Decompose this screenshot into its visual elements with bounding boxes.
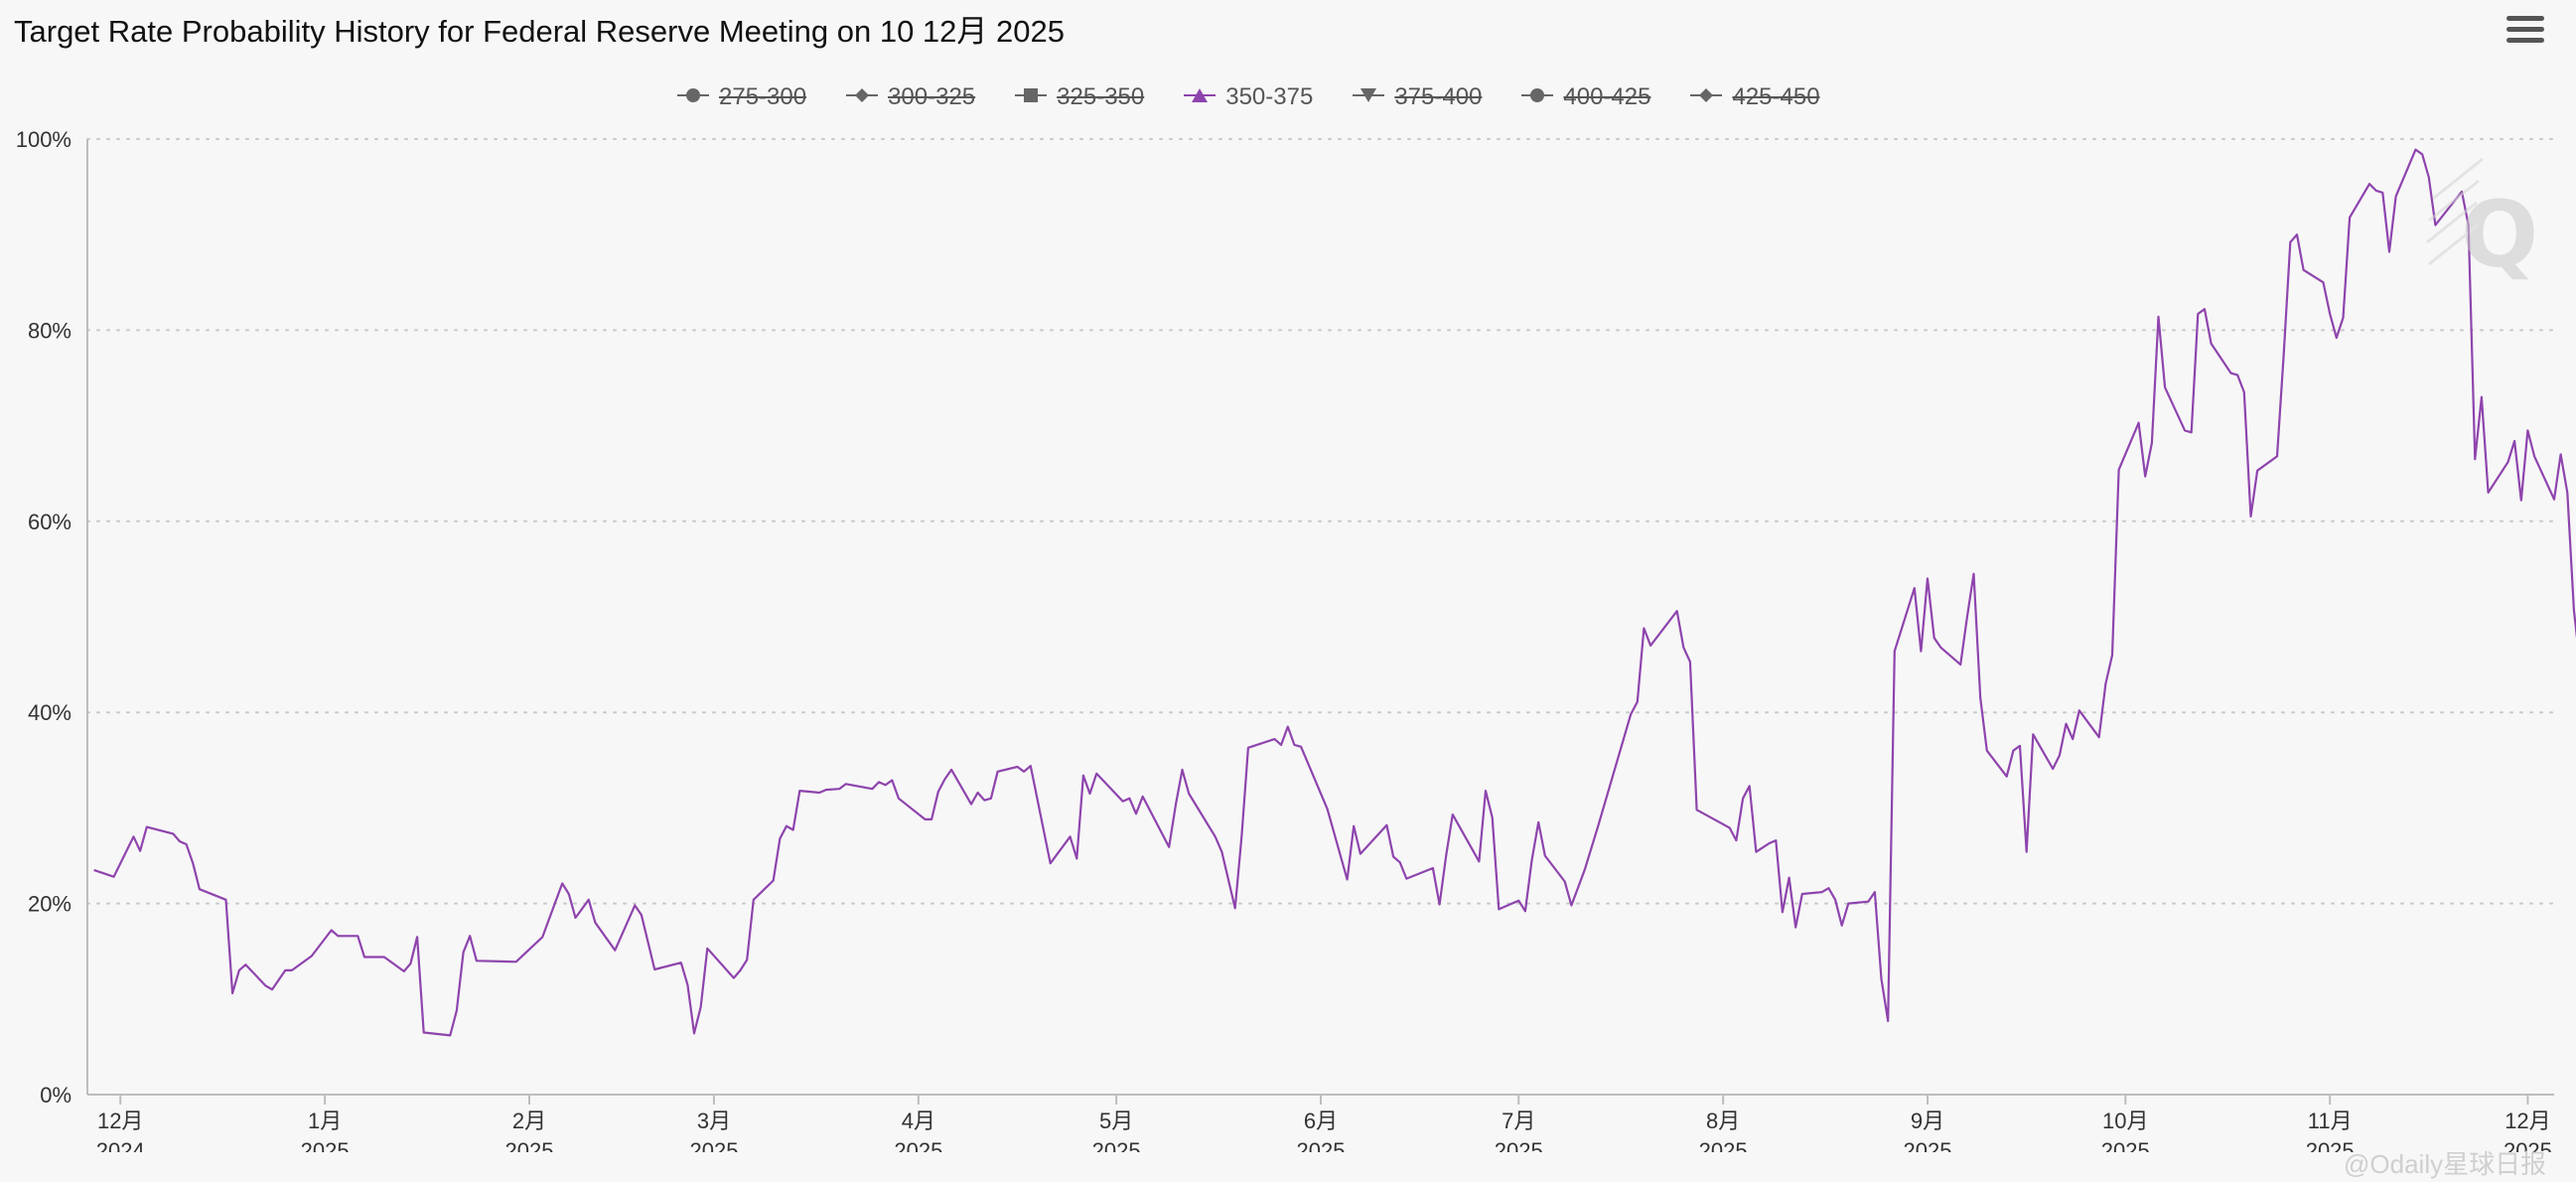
circle-marker-icon <box>1519 84 1555 111</box>
x-tick-month: 5月 <box>1099 1108 1133 1133</box>
x-tick-month: 4月 <box>902 1108 935 1133</box>
gridlines <box>86 138 2555 905</box>
quikstrike-logo-icon: Q <box>2426 157 2538 288</box>
hamburger-menu-icon[interactable] <box>2506 16 2544 46</box>
legend-label: 325-350 <box>1057 83 1145 110</box>
x-tick-month: 9月 <box>1911 1108 1944 1133</box>
y-tick-label: 100% <box>16 127 72 152</box>
x-tick-month: 6月 <box>1304 1108 1338 1133</box>
legend: 275-300 300-325 325-350 350-375 375-400 400-4… <box>675 79 1820 115</box>
legend-item-300-325[interactable]: 300-325 <box>844 83 975 111</box>
x-tick-year: 2024 <box>96 1138 145 1152</box>
x-tick-year: 2025 <box>1092 1138 1141 1152</box>
legend-label: 375-400 <box>1394 83 1483 110</box>
tick-labels: 0% 20% 40% 60% 80% 100% 12月 2024 1月 2025 2月 2025 3月 2… <box>16 127 2552 1152</box>
x-tick-month: 11月 <box>2308 1108 2353 1133</box>
x-tick-month: 12月 <box>97 1108 143 1133</box>
x-tick-month: 7月 <box>1502 1108 1535 1133</box>
legend-item-275-300[interactable]: 275-300 <box>675 83 806 111</box>
x-tick-year: 2025 <box>2504 1138 2552 1152</box>
series-line-350-375 <box>93 148 2576 1037</box>
legend-item-425-450[interactable]: 425-450 <box>1688 83 1820 111</box>
x-tick-year: 2025 <box>1904 1138 1952 1152</box>
legend-item-350-375[interactable]: 350-375 <box>1182 83 1313 111</box>
chart-svg: 0% 20% 40% 60% 80% 100% 12月 2024 1月 2025 2月 2025 3月 2… <box>16 127 2576 1152</box>
y-tick-label: 20% <box>28 892 72 917</box>
diamond-marker-icon <box>844 84 880 111</box>
x-tick-year: 2025 <box>1699 1138 1748 1152</box>
chart-title: Target Rate Probability History for Fede… <box>14 14 1065 49</box>
legend-label: 350-375 <box>1225 83 1314 110</box>
legend-label: 400-425 <box>1563 83 1651 110</box>
x-tick-year: 2025 <box>894 1138 942 1152</box>
x-tick-month: 1月 <box>308 1108 342 1133</box>
y-tick-label: 40% <box>28 700 72 725</box>
x-tick-month: 12月 <box>2504 1108 2550 1133</box>
x-tick-year: 2025 <box>2101 1138 2150 1152</box>
x-tick-year: 2025 <box>1297 1138 1346 1152</box>
x-tick-year: 2025 <box>689 1138 738 1152</box>
legend-item-400-425[interactable]: 400-425 <box>1519 83 1650 111</box>
axes <box>86 139 2554 1105</box>
circle-marker-icon <box>675 84 711 111</box>
square-marker-icon <box>1013 84 1049 111</box>
svg-text:Q: Q <box>2461 182 2538 288</box>
x-tick-year: 2025 <box>505 1138 554 1152</box>
x-tick-year: 2025 <box>2306 1138 2355 1152</box>
watermark-text: @Odaily星球日报 <box>2344 1149 2547 1179</box>
diamond-marker-icon <box>1688 84 1724 111</box>
triangle-marker-icon <box>1182 84 1217 111</box>
legend-item-325-350[interactable]: 325-350 <box>1013 83 1144 111</box>
series-layer <box>93 148 2576 1037</box>
x-tick-year: 2025 <box>1495 1138 1543 1152</box>
x-tick-month: 2月 <box>512 1108 546 1133</box>
y-tick-label: 0% <box>40 1083 72 1108</box>
x-tick-month: 10月 <box>2102 1108 2148 1133</box>
x-tick-month: 8月 <box>1706 1108 1740 1133</box>
y-tick-label: 80% <box>28 318 72 343</box>
y-tick-label: 60% <box>28 510 72 534</box>
legend-label: 275-300 <box>719 83 807 110</box>
legend-label: 300-325 <box>888 83 976 110</box>
x-tick-year: 2025 <box>301 1138 350 1152</box>
x-tick-month: 3月 <box>697 1108 731 1133</box>
triangle-down-marker-icon <box>1351 84 1386 111</box>
legend-item-375-400[interactable]: 375-400 <box>1351 83 1482 111</box>
legend-label: 425-450 <box>1732 83 1820 110</box>
